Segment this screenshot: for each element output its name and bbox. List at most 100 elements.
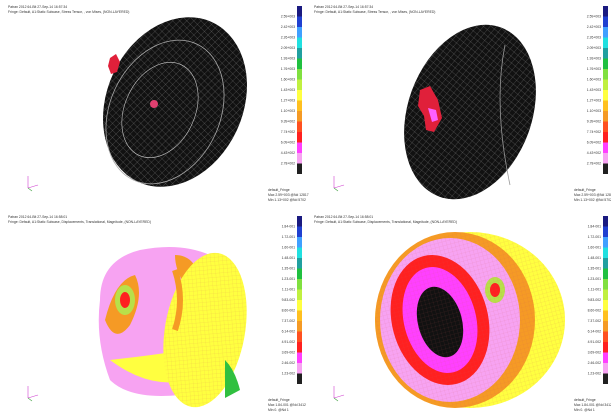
- legend-label: 6.14-002: [282, 329, 295, 333]
- legend-swatch: [297, 237, 302, 248]
- legend-swatch: [297, 16, 302, 27]
- viewport: Patran 2012 64-Bit 27-Sep-14 16:58:01Fri…: [8, 215, 306, 412]
- legend-label: 1.43+003: [281, 88, 295, 92]
- legend-swatch: [297, 216, 302, 227]
- legend-swatch: [297, 79, 302, 90]
- legend-swatch: [297, 363, 302, 374]
- legend-label: 1.10+003: [587, 109, 601, 113]
- legend-label: 2.09+003: [587, 46, 601, 50]
- legend-label: 1.48-001: [588, 256, 601, 260]
- legend-swatch: [603, 216, 608, 227]
- legend-label: 4.91-002: [282, 340, 295, 344]
- viewport: Patran 2012 64-Bit 27-Sep-14 16:57:34Fri…: [8, 5, 309, 202]
- legend-label: 1.35-001: [588, 266, 601, 270]
- legend-label: 7.37-002: [282, 319, 295, 323]
- legend-label: 1.84-001: [588, 224, 601, 228]
- legend-swatch: [603, 142, 608, 153]
- legend-label: 1.72-001: [588, 235, 601, 239]
- legend-swatch: [297, 90, 302, 101]
- legend-label: 7.74+002: [587, 130, 601, 134]
- fringe-min: Min 1.13+002 @Nd 5702: [574, 198, 611, 202]
- legend-label: 1.27+003: [587, 98, 601, 102]
- viewport-header: Fringe: Default, A1:Static Subcase, Disp…: [8, 220, 151, 224]
- legend-swatch: [297, 132, 302, 143]
- legend-swatch: [603, 310, 608, 321]
- legend-label: 1.60-001: [282, 245, 295, 249]
- legend-swatch: [297, 268, 302, 279]
- viewport: Patran 2012 64-Bit 27-Sep-14 16:57:34Fri…: [314, 5, 611, 202]
- legend-swatch: [297, 27, 302, 38]
- legend-swatch: [297, 321, 302, 332]
- fringe-name: default_Fringe: [574, 398, 596, 402]
- legend-swatch: [297, 331, 302, 342]
- legend-label: 2.46-002: [282, 361, 295, 365]
- model-displacement-2: [375, 232, 565, 408]
- legend-swatch: [603, 226, 608, 237]
- legend-swatch: [603, 100, 608, 111]
- legend-swatch: [297, 279, 302, 290]
- legend-swatch: [297, 153, 302, 164]
- legend-label: 1.23-001: [588, 277, 601, 281]
- legend-swatch: [603, 363, 608, 374]
- legend-swatch: [603, 6, 608, 17]
- legend-label: 2.26+003: [281, 35, 295, 39]
- legend-swatch: [297, 352, 302, 363]
- legend-swatch: [297, 100, 302, 111]
- model-stress-2: [404, 24, 536, 200]
- legend-swatch: [603, 300, 608, 311]
- legend-swatch: [603, 16, 608, 27]
- legend-swatch: [603, 258, 608, 269]
- legend-label: 4.91-002: [588, 340, 601, 344]
- legend-swatch: [297, 163, 302, 174]
- legend-swatch: [603, 48, 608, 59]
- legend-label: 1.35-001: [282, 266, 295, 270]
- legend-swatch: [297, 48, 302, 59]
- fringe-min: Min 0. @Nd 1: [574, 408, 595, 412]
- legend-swatch: [603, 163, 608, 174]
- legend-label: 1.76+003: [587, 67, 601, 71]
- legend-swatch: [297, 37, 302, 48]
- fringe-max: Max 2.59+003 @Nd 12817: [268, 193, 309, 197]
- legend-label: 1.23-002: [588, 371, 601, 375]
- legend-label: 1.27+003: [281, 98, 295, 102]
- fringe-max: Max 2.59+003 @Nd 12817: [574, 193, 611, 197]
- legend-swatch: [297, 69, 302, 80]
- legend-label: 1.48-001: [282, 256, 295, 260]
- legend-swatch: [603, 321, 608, 332]
- legend-label: 2.46-002: [588, 361, 601, 365]
- legend-label: 1.84-001: [282, 224, 295, 228]
- viewport-header: Patran 2012 64-Bit 27-Sep-14 16:57:34: [314, 5, 373, 9]
- legend-swatch: [603, 289, 608, 300]
- legend-swatch: [297, 342, 302, 353]
- legend-swatch: [603, 111, 608, 122]
- legend-swatch: [297, 300, 302, 311]
- legend-swatch: [297, 6, 302, 17]
- legend-swatch: [297, 373, 302, 384]
- legend-swatch: [297, 142, 302, 153]
- legend-swatch: [603, 37, 608, 48]
- legend-label: 1.43+003: [587, 88, 601, 92]
- legend-swatch: [297, 58, 302, 69]
- legend-swatch: [297, 111, 302, 122]
- legend-swatch: [603, 237, 608, 248]
- viewport-header: Fringe: Default, A1:Static Subcase, Stre…: [8, 10, 129, 14]
- legend-label: 1.10+003: [281, 109, 295, 113]
- axis-triad: [27, 187, 33, 192]
- legend-swatch: [297, 247, 302, 258]
- legend-swatch: [603, 247, 608, 258]
- viewport-header: Fringe: Default, A1:Static Subcase, Stre…: [314, 10, 435, 14]
- legend-swatch: [603, 27, 608, 38]
- legend-label: 8.60-002: [282, 308, 295, 312]
- viewport: Patran 2012 64-Bit 27-Sep-14 16:58:01Fri…: [314, 215, 611, 412]
- legend-label: 2.26+003: [587, 35, 601, 39]
- legend-label: 2.78+002: [587, 161, 601, 165]
- legend-swatch: [603, 90, 608, 101]
- axis-triad: [333, 394, 345, 399]
- fringe-min: Min 1.13+002 @Nd 5702: [268, 198, 306, 202]
- legend-label: 9.83-002: [282, 298, 295, 302]
- legend-label: 6.14-002: [588, 329, 601, 333]
- legend-label: 1.93+003: [281, 56, 295, 60]
- legend-swatch: [297, 310, 302, 321]
- fringe-max: Max 1.84-001 @Nd 3412: [268, 403, 306, 407]
